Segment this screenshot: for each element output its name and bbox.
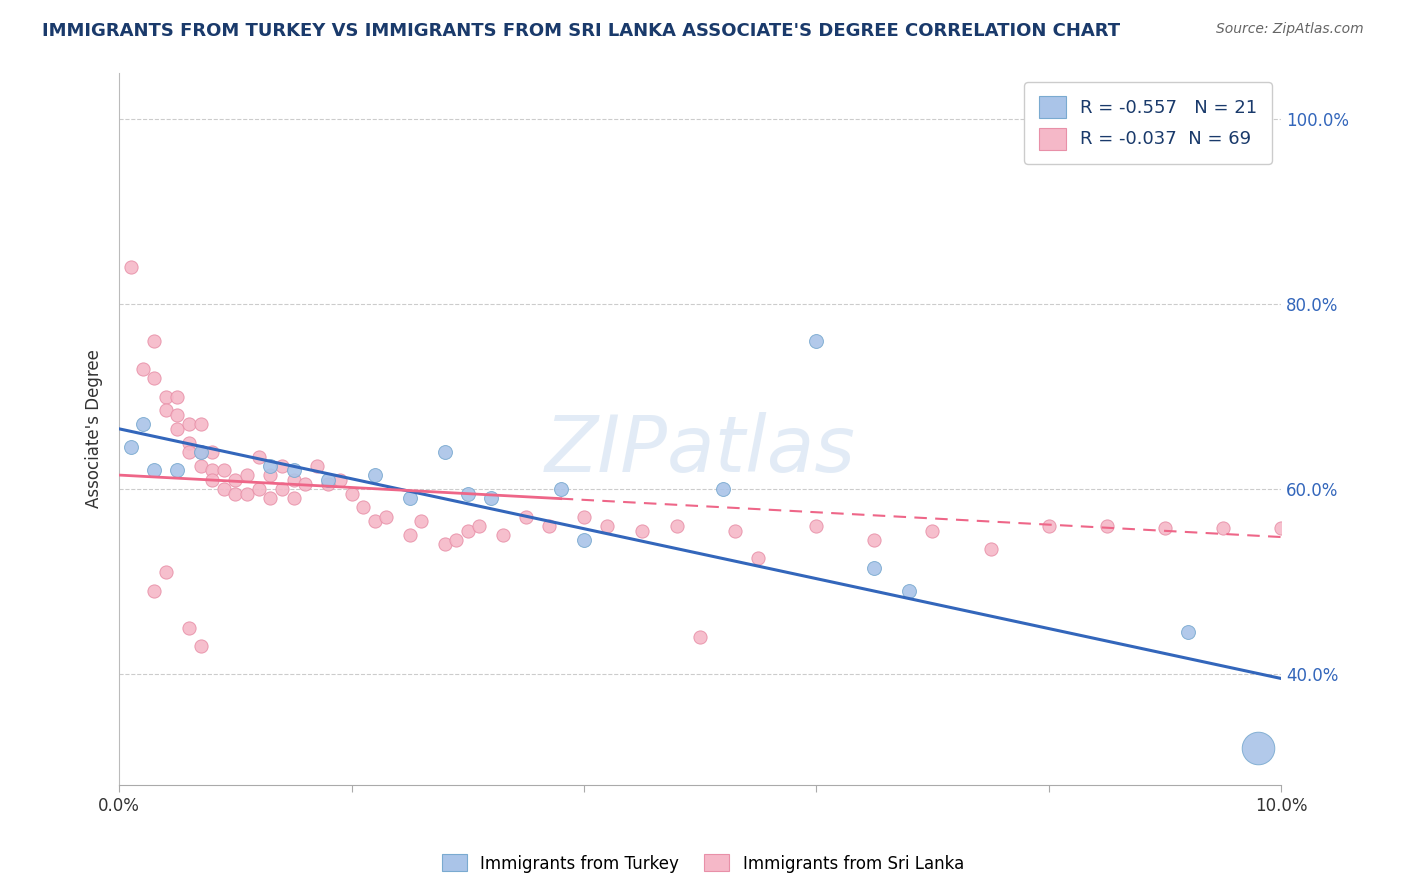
Point (724, 524, 747, 538)
Point (155, 403, 177, 417)
Text: Source: ZipAtlas.com: Source: ZipAtlas.com (1216, 22, 1364, 37)
Point (224, 486, 246, 500)
Point (166, 408, 188, 422)
Point (550, 482, 572, 496)
Point (177, 621, 200, 635)
Point (259, 491, 281, 506)
Point (120, 260, 142, 274)
Point (305, 458, 328, 473)
Point (271, 458, 294, 473)
Point (863, 533, 886, 547)
Point (352, 500, 374, 515)
Point (190, 639, 212, 653)
Point (259, 468, 281, 483)
Point (131, 417, 153, 432)
Point (457, 486, 479, 500)
Point (572, 533, 595, 547)
Point (283, 463, 305, 477)
Point (538, 519, 561, 533)
Text: ZIPatlas: ZIPatlas (544, 412, 856, 488)
Point (318, 473, 340, 487)
Point (212, 482, 235, 496)
Point (166, 390, 188, 404)
Point (980, 542, 1002, 557)
Point (318, 477, 340, 491)
Point (1038, 519, 1060, 533)
Point (375, 509, 398, 524)
Legend: R = -0.557   N = 21, R = -0.037  N = 69: R = -0.557 N = 21, R = -0.037 N = 69 (1025, 82, 1272, 164)
Point (201, 445, 224, 459)
Point (190, 417, 212, 432)
Point (1177, 625, 1199, 640)
Point (457, 524, 479, 538)
Point (444, 533, 467, 547)
Point (224, 473, 246, 487)
Point (1247, 740, 1270, 755)
Point (572, 509, 595, 524)
Point (665, 519, 688, 533)
Point (177, 417, 200, 432)
Point (747, 551, 769, 566)
Point (898, 583, 921, 598)
Point (515, 509, 537, 524)
Point (166, 463, 188, 477)
Point (201, 473, 224, 487)
Point (711, 482, 734, 496)
Point (921, 524, 943, 538)
Point (283, 491, 305, 506)
Point (491, 528, 513, 542)
Point (143, 371, 166, 385)
Point (236, 486, 259, 500)
Point (143, 334, 166, 348)
Point (247, 450, 270, 464)
Point (433, 537, 456, 551)
Point (1153, 521, 1175, 535)
Point (166, 422, 188, 436)
Point (1212, 521, 1234, 535)
Point (364, 468, 387, 483)
Point (806, 519, 828, 533)
Point (212, 463, 235, 477)
Point (271, 482, 294, 496)
Point (398, 528, 420, 542)
Point (155, 565, 177, 579)
Point (247, 482, 270, 496)
Point (283, 473, 305, 487)
Point (631, 524, 654, 538)
Point (863, 560, 886, 574)
Point (143, 463, 166, 477)
Point (201, 463, 224, 477)
Point (411, 514, 433, 528)
Point (294, 477, 316, 491)
Point (236, 468, 259, 483)
Point (364, 514, 387, 528)
Point (131, 361, 153, 376)
Point (259, 458, 281, 473)
Point (340, 486, 363, 500)
Point (190, 458, 212, 473)
Text: IMMIGRANTS FROM TURKEY VS IMMIGRANTS FROM SRI LANKA ASSOCIATE'S DEGREE CORRELATI: IMMIGRANTS FROM TURKEY VS IMMIGRANTS FRO… (42, 22, 1121, 40)
Legend: Immigrants from Turkey, Immigrants from Sri Lanka: Immigrants from Turkey, Immigrants from … (436, 847, 970, 880)
Point (120, 441, 142, 455)
Y-axis label: Associate's Degree: Associate's Degree (86, 350, 103, 508)
Point (479, 491, 502, 506)
Point (806, 334, 828, 348)
Point (177, 435, 200, 450)
Point (468, 519, 491, 533)
Point (1095, 519, 1118, 533)
Point (190, 445, 212, 459)
Point (329, 473, 352, 487)
Point (398, 491, 420, 506)
Point (596, 519, 619, 533)
Point (143, 583, 166, 598)
Point (177, 445, 200, 459)
Point (433, 445, 456, 459)
Point (190, 445, 212, 459)
Point (155, 390, 177, 404)
Point (689, 630, 711, 644)
Point (1270, 521, 1292, 535)
